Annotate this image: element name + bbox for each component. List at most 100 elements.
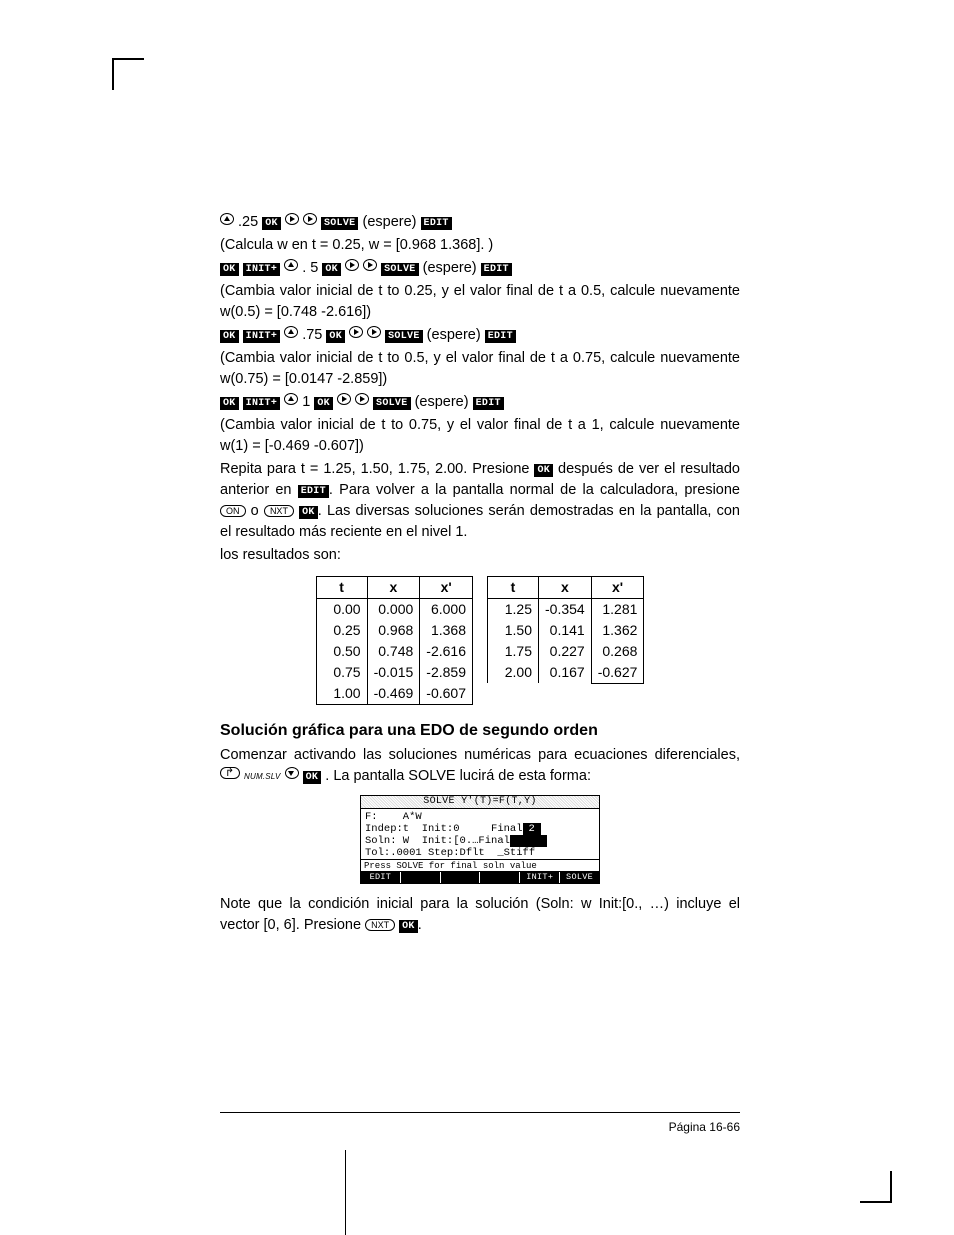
wait-label: (espere) xyxy=(362,214,416,230)
solve-softkey: SOLVE xyxy=(373,397,411,410)
repeat-text-a: Repita para t = 1.25, 1.50, 1.75, 2.00. … xyxy=(220,461,534,477)
screen-message: Press SOLVE for final soln value xyxy=(361,859,599,871)
calculator-screen: SOLVE Y'(T)=F(T,Y) F: A*W Indep:t Init:0… xyxy=(360,795,600,884)
page-number: Página 16-66 xyxy=(669,1120,740,1134)
val-1: 1 xyxy=(302,394,310,410)
table-row: 0.250.9681.368 1.500.1411.362 xyxy=(316,620,644,641)
solve-softkey: SOLVE xyxy=(385,330,423,343)
step-1-result: (Cambia valor inicial de t to 0.75, y el… xyxy=(220,415,740,457)
col-t: t xyxy=(316,577,367,599)
down-arrow-icon xyxy=(285,767,299,779)
note-text-b: . xyxy=(418,917,422,933)
right-arrow-icon xyxy=(337,393,351,405)
screen-title: SOLVE Y'(T)=F(T,Y) xyxy=(361,796,599,809)
up-arrow-icon xyxy=(220,213,234,225)
solve-softkey: SOLVE xyxy=(381,263,419,276)
val-5: . 5 xyxy=(302,260,318,276)
corner-mark-bottom xyxy=(860,1171,892,1203)
section2-text-a: Comenzar activando las soluciones numéri… xyxy=(220,747,740,763)
right-arrow-icon xyxy=(349,326,363,338)
init-plus-softkey: INIT+ xyxy=(243,330,281,343)
right-arrow-icon xyxy=(367,326,381,338)
edit-softkey: EDIT xyxy=(481,263,512,276)
step-75-keys: OK INIT+ .75 OK SOLVE (espere) EDIT xyxy=(220,325,740,346)
softkey xyxy=(441,872,481,883)
footer-rule xyxy=(220,1112,740,1113)
right-arrow-icon xyxy=(285,213,299,225)
wait-label: (espere) xyxy=(423,260,477,276)
ok-softkey: OK xyxy=(534,464,553,477)
section-heading: Solución gráfica para una EDO de segundo… xyxy=(220,719,740,742)
step-25-keys: .25 OK SOLVE (espere) EDIT xyxy=(220,212,740,233)
init-plus-softkey: INIT+ xyxy=(243,263,281,276)
ok-softkey: OK xyxy=(322,263,341,276)
ok-softkey: OK xyxy=(299,506,318,519)
screen-softkeys: EDIT INIT+ SOLVE xyxy=(361,871,599,883)
table-row: 0.75-0.015-2.859 2.000.167-0.627 xyxy=(316,662,644,683)
table-gap xyxy=(473,577,488,599)
right-arrow-icon xyxy=(345,259,359,271)
up-arrow-icon xyxy=(284,259,298,271)
table-row: 0.500.748-2.616 1.750.2270.268 xyxy=(316,641,644,662)
ok-softkey: OK xyxy=(220,397,239,410)
screen-body: F: A*W Indep:t Init:0 Final2 Soln: W Ini… xyxy=(361,809,599,859)
up-arrow-icon xyxy=(284,393,298,405)
col-x: x xyxy=(539,577,592,599)
section2-note: Note que la condición inicial para la so… xyxy=(220,894,740,936)
softkey xyxy=(480,872,520,883)
softkey xyxy=(401,872,441,883)
repeat-text-c: . Para volver a la pantalla normal de la… xyxy=(329,482,740,498)
step-5-result: (Cambia valor inicial de t to 0.25, y el… xyxy=(220,281,740,323)
right-arrow-icon xyxy=(303,213,317,225)
softkey: SOLVE xyxy=(560,872,599,883)
note-text-a: Note que la condición inicial para la so… xyxy=(220,896,740,933)
val-25: .25 xyxy=(238,214,258,230)
softkey: EDIT xyxy=(361,872,401,883)
table-row: 1.00-0.469-0.607 xyxy=(316,683,644,704)
col-x: x xyxy=(367,577,420,599)
softkey: INIT+ xyxy=(520,872,560,883)
step-5-keys: OK INIT+ . 5 OK SOLVE (espere) EDIT xyxy=(220,258,740,279)
repeat-text-d: o xyxy=(246,503,264,519)
repeat-text-e: . Las diversas soluciones serán demostra… xyxy=(220,503,740,540)
wait-label: (espere) xyxy=(427,327,481,343)
init-plus-softkey: INIT+ xyxy=(243,397,281,410)
page-body: .25 OK SOLVE (espere) EDIT (Calcula w en… xyxy=(220,212,740,938)
edit-softkey: EDIT xyxy=(298,485,329,498)
table-header-row: t x x' t x x' xyxy=(316,577,644,599)
ok-softkey: OK xyxy=(326,330,345,343)
edit-softkey: EDIT xyxy=(485,330,516,343)
step-75-result: (Cambia valor inicial de t to 0.5, y el … xyxy=(220,348,740,390)
wait-label: (espere) xyxy=(415,394,469,410)
right-arrow-icon xyxy=(355,393,369,405)
right-shift-icon xyxy=(220,767,240,779)
results-table: t x x' t x x' 0.000.0006.000 1.25-0.3541… xyxy=(316,576,645,705)
up-arrow-icon xyxy=(284,326,298,338)
corner-mark-top xyxy=(112,58,144,90)
nxt-key: NXT xyxy=(264,505,294,517)
table-row: 0.000.0006.000 1.25-0.3541.281 xyxy=(316,599,644,620)
screen-highlight: 2 xyxy=(523,823,541,835)
results-label: los resultados son: xyxy=(220,545,740,566)
val-75: .75 xyxy=(302,327,322,343)
ok-softkey: OK xyxy=(220,263,239,276)
nxt-key: NXT xyxy=(365,919,395,931)
ok-softkey: OK xyxy=(262,217,281,230)
edit-softkey: EDIT xyxy=(473,397,504,410)
ok-softkey: OK xyxy=(303,771,322,784)
repeat-paragraph: Repita para t = 1.25, 1.50, 1.75, 2.00. … xyxy=(220,459,740,543)
numslv-label: NUM.SLV xyxy=(244,771,281,783)
section2-text-b: . La pantalla SOLVE lucirá de esta forma… xyxy=(325,768,591,784)
ok-softkey: OK xyxy=(314,397,333,410)
col-t: t xyxy=(488,577,539,599)
step-1-keys: OK INIT+ 1 OK SOLVE (espere) EDIT xyxy=(220,392,740,413)
col-xprime: x' xyxy=(591,577,644,599)
solve-softkey: SOLVE xyxy=(321,217,359,230)
ok-softkey: OK xyxy=(220,330,239,343)
col-xprime: x' xyxy=(420,577,473,599)
right-arrow-icon xyxy=(363,259,377,271)
on-key: ON xyxy=(220,505,246,517)
ok-softkey: OK xyxy=(399,920,418,933)
edit-softkey: EDIT xyxy=(421,217,452,230)
section2-p1: Comenzar activando las soluciones numéri… xyxy=(220,745,740,787)
